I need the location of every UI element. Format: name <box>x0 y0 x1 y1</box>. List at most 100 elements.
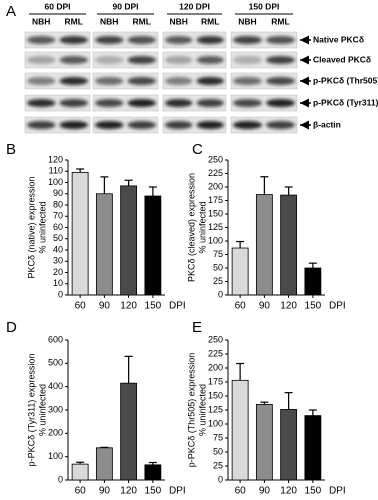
x-axis-label: DPI <box>169 301 186 312</box>
bar <box>144 195 162 296</box>
y-axis-label: % uninfected <box>37 384 47 436</box>
blot-band <box>127 121 156 129</box>
bar <box>144 464 162 481</box>
x-tick-label: 60 <box>75 486 87 497</box>
x-tick-label: 150 <box>305 301 322 312</box>
x-tick-label: 60 <box>235 301 247 312</box>
y-tick-label: 500 <box>48 358 63 368</box>
blot-band <box>95 77 124 85</box>
y-tick-label: 250 <box>208 334 223 344</box>
y-tick-label: 150 <box>208 208 223 218</box>
group-label: 90 DPI <box>113 1 139 11</box>
blot-band <box>233 36 262 44</box>
y-tick-label: 0 <box>218 289 223 299</box>
blot-band <box>95 99 124 107</box>
error-bar <box>260 176 269 195</box>
y-tick-label: 0 <box>218 474 223 484</box>
x-axis-label: DPI <box>329 486 346 497</box>
x-axis-label: DPI <box>329 301 346 312</box>
blot-band <box>165 36 193 44</box>
bar <box>231 247 249 296</box>
lane-label: RML <box>133 16 151 26</box>
band-label: p-PKCδ (Tyr311) <box>313 97 378 107</box>
y-tick-label: 300 <box>48 404 63 414</box>
blot-band <box>266 56 295 64</box>
y-tick-label: 200 <box>48 428 63 438</box>
blot-band <box>233 99 262 107</box>
y-tick-label: 50 <box>213 446 223 456</box>
x-tick-label: 120 <box>120 301 137 312</box>
y-axis-label: p-PKCδ (Tyr311) expression <box>26 354 36 467</box>
blot-band <box>59 56 88 64</box>
y-tick-label: 225 <box>208 168 223 178</box>
bar <box>255 403 273 481</box>
y-tick-label: 70 <box>53 211 63 221</box>
error-bar <box>148 461 157 465</box>
y-tick-label: 25 <box>213 276 223 286</box>
blot-band <box>127 36 156 44</box>
lane-label: NBH <box>238 16 256 26</box>
blot-band <box>196 36 224 44</box>
bar <box>304 267 322 296</box>
y-tick-label: 200 <box>208 362 223 372</box>
x-tick-label: 90 <box>259 301 271 312</box>
x-tick-label: 90 <box>99 301 111 312</box>
blot-band <box>27 121 56 129</box>
panel-label: E <box>192 319 202 336</box>
panel-label: C <box>192 141 203 158</box>
blot-band <box>165 121 193 129</box>
error-bar <box>260 401 269 405</box>
lane-label: RML <box>201 16 219 26</box>
y-tick-label: 0 <box>58 289 63 299</box>
blot-band <box>27 77 56 85</box>
lane-label: NBH <box>32 16 50 26</box>
y-tick-label: 225 <box>208 348 223 358</box>
blot-band <box>127 99 156 107</box>
blot-band <box>196 99 224 107</box>
error-bar <box>308 262 317 268</box>
blot-band <box>196 121 224 129</box>
blot-band <box>27 56 56 64</box>
y-tick-label: 10 <box>53 278 63 288</box>
y-tick-label: 175 <box>208 376 223 386</box>
panel-label: B <box>6 141 16 158</box>
error-bar <box>236 362 245 381</box>
y-tick-label: 250 <box>208 154 223 164</box>
error-bar <box>284 186 293 196</box>
y-tick-label: 110 <box>49 166 63 176</box>
y-tick-label: 100 <box>208 235 223 245</box>
blot-band <box>95 56 124 64</box>
y-tick-label: 75 <box>213 432 223 442</box>
panel-label: D <box>6 319 17 336</box>
blot-band <box>266 36 295 44</box>
y-tick-label: 50 <box>213 262 223 272</box>
blot-band <box>127 77 156 85</box>
lane-label: NBH <box>170 16 188 26</box>
y-axis-label: p-PKCδ (Thr505) expression <box>186 353 196 468</box>
y-tick-label: 50 <box>53 233 63 243</box>
y-tick-label: 175 <box>208 195 223 205</box>
blot-band <box>95 121 124 129</box>
y-tick-label: 60 <box>53 222 63 232</box>
blot-band <box>59 77 88 85</box>
blot-band <box>266 77 295 85</box>
x-tick-label: 150 <box>145 486 162 497</box>
lane-label: RML <box>65 16 83 26</box>
blot-band <box>165 56 193 64</box>
bar <box>280 194 298 296</box>
x-tick-label: 60 <box>235 486 247 497</box>
error-bar <box>236 240 245 249</box>
error-bar <box>100 176 109 194</box>
group-label: 120 DPI <box>179 1 210 11</box>
lane-label: RML <box>271 16 289 26</box>
blot-band <box>27 36 56 44</box>
y-tick-label: 125 <box>208 404 223 414</box>
y-tick-label: 400 <box>48 381 63 391</box>
y-tick-label: 100 <box>48 451 63 461</box>
y-axis-label: % uninfected <box>197 201 207 253</box>
bar <box>71 463 89 481</box>
error-bar <box>284 392 293 410</box>
x-tick-label: 120 <box>280 486 297 497</box>
y-tick-label: 150 <box>208 390 223 400</box>
x-tick-label: 120 <box>120 486 137 497</box>
